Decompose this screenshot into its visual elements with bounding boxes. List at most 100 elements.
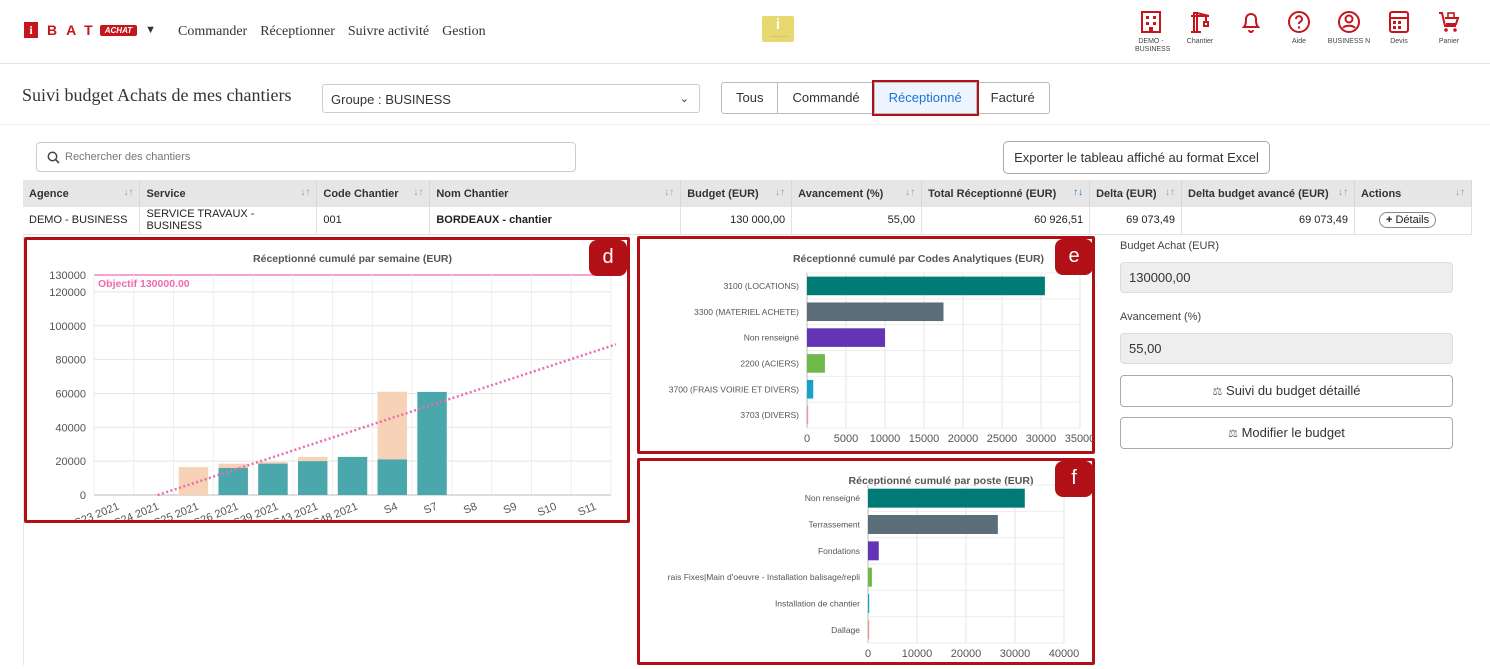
bar — [868, 515, 998, 534]
objective-label: Objectif 130000.00 — [98, 278, 190, 290]
y-tick-label: 2200 (ACIERS) — [740, 358, 799, 368]
chevron-down-icon[interactable]: ▼ — [145, 24, 157, 36]
app-logo[interactable]: i BAT ACHAT ▼ — [24, 22, 156, 38]
sort-icon[interactable]: ↓↑ — [1337, 187, 1348, 198]
group-select-value: Groupe : BUSINESS — [331, 92, 451, 107]
chart-title: Réceptionné cumulé par Codes Analytiques… — [793, 253, 1044, 265]
table-header-row: Agence ↓↑ Service ↓↑ Code Chantier ↓↑ Nom C… — [23, 180, 1473, 207]
cell-avancement: 55,00 — [791, 207, 923, 235]
x-tick-label: 20000 — [951, 648, 982, 660]
user-icon-label: BUSINESS N — [1327, 38, 1371, 45]
col-total[interactable]: Total Réceptionné (EUR) ↑↓ — [921, 180, 1091, 207]
nav-commander[interactable]: Commander — [178, 24, 248, 39]
bar — [298, 461, 328, 495]
annotation-badge-e: e — [1055, 239, 1093, 275]
bar — [807, 328, 885, 347]
crane-icon-label: Chantier — [1186, 38, 1214, 45]
bell-icon-button[interactable] — [1238, 10, 1264, 34]
bar — [417, 391, 447, 495]
modify-budget-button[interactable]: ⚖ Modifier le budget — [1120, 417, 1453, 449]
crane-icon-button[interactable]: Chantier — [1184, 10, 1216, 46]
table-row[interactable]: DEMO - BUSINESS SERVICE TRAVAUX - BUSINE… — [23, 207, 1473, 235]
cell-actions: + Détails — [1354, 207, 1473, 235]
col-delta-avance[interactable]: Delta budget avancé (EUR) ↓↑ — [1181, 180, 1355, 207]
detailed-budget-button[interactable]: ⚖ Suivi du budget détaillé — [1120, 375, 1453, 407]
sort-icon[interactable]: ↓↑ — [1455, 187, 1465, 198]
main-nav: Commander Réceptionner Suivre activité G… — [178, 24, 486, 40]
col-delta-label: Delta (EUR) — [1096, 187, 1157, 200]
cart-icon-label: Panier — [1438, 38, 1460, 45]
calculator-icon-button[interactable]: Devis — [1384, 10, 1414, 46]
search-input[interactable]: Rechercher des chantiers — [36, 142, 576, 172]
sort-icon[interactable]: ↓↑ — [775, 187, 786, 198]
y-tick-label: Fondations — [818, 546, 860, 556]
col-delta-avance-label: Delta budget avancé (EUR) — [1188, 187, 1329, 200]
col-delta[interactable]: Delta (EUR) ↓↑ — [1089, 180, 1183, 207]
x-tick-label: 20000 — [948, 433, 979, 445]
col-code[interactable]: Code Chantier ↓↑ — [316, 180, 431, 207]
col-agence[interactable]: Agence ↓↑ — [23, 180, 141, 207]
nav-receptionner[interactable]: Réceptionner — [260, 24, 335, 39]
col-avancement-label: Avancement (%) — [798, 187, 884, 200]
budget-details-panel: Budget Achat (EUR) 130000,00 Avancement … — [1120, 240, 1453, 449]
sort-icon[interactable]: ↓↑ — [300, 187, 311, 198]
y-tick-label: 120000 — [49, 287, 86, 299]
col-nom[interactable]: Nom Chantier ↓↑ — [429, 180, 682, 207]
sort-icon[interactable]: ↓↑ — [1165, 187, 1176, 198]
top-navigation-bar: i BAT ACHAT ▼ Commander Réceptionner Sui… — [0, 0, 1490, 64]
y-tick-label: 3703 (DIVERS) — [740, 410, 799, 420]
nav-gestion[interactable]: Gestion — [442, 24, 486, 39]
tab-tous[interactable]: Tous — [721, 82, 779, 114]
modify-budget-label: Modifier le budget — [1241, 425, 1345, 440]
bar — [807, 276, 1045, 296]
help-icon — [1288, 11, 1310, 33]
y-tick-label: 3700 (FRAIS VOIRIE ET DIVERS) — [669, 384, 799, 394]
cart-icon-button[interactable]: Panier — [1434, 10, 1464, 46]
bar — [807, 405, 809, 425]
nav-suivre-activite[interactable]: Suivre activité — [347, 24, 430, 39]
calculator-icon-label: Devis — [1390, 38, 1408, 45]
cell-agence: DEMO - BUSINESS — [23, 207, 141, 235]
col-avancement[interactable]: Avancement (%) ↓↑ — [791, 180, 923, 207]
chart-title: Réceptionné cumulé par poste (EUR) — [849, 475, 1034, 487]
export-excel-button[interactable]: Exporter le tableau affiché au format Ex… — [1003, 141, 1270, 174]
details-button[interactable]: + Détails — [1378, 212, 1437, 229]
building-icon-button[interactable]: DEMO - BUSINESS — [1135, 10, 1170, 54]
tab-commande[interactable]: Commandé — [777, 82, 875, 114]
col-service-label: Service — [146, 187, 186, 200]
annotation-badge-f: f — [1055, 461, 1093, 497]
user-icon — [1338, 11, 1360, 33]
col-actions[interactable]: Actions ↓↑ — [1354, 180, 1473, 207]
col-service[interactable]: Service ↓↑ — [139, 180, 318, 207]
chart-codes-panel: Réceptionné cumulé par Codes Analytiques… — [638, 237, 1095, 453]
user-icon-button[interactable]: BUSINESS N — [1324, 10, 1374, 46]
x-tick-label: S7 — [422, 501, 439, 517]
sort-icon[interactable]: ↓↑ — [905, 187, 916, 198]
sort-icon[interactable]: ↓↑ — [664, 187, 675, 198]
y-tick-label: 100000 — [49, 321, 86, 333]
cell-service: SERVICE TRAVAUX - BUSINESS — [139, 207, 318, 235]
tab-receptionne[interactable]: Réceptionné — [871, 80, 979, 116]
bar — [377, 459, 407, 495]
col-budget[interactable]: Budget (EUR) ↓↑ — [680, 180, 793, 207]
bar — [807, 354, 825, 373]
sort-icon[interactable]: ↓↑ — [123, 187, 134, 198]
cell-nom: BORDEAUX - chantier — [429, 207, 682, 235]
bar — [337, 456, 368, 495]
bar — [868, 488, 1025, 508]
sort-active-icon[interactable]: ↑↓ — [1073, 187, 1084, 198]
bar — [178, 467, 209, 495]
sort-icon[interactable]: ↓↑ — [413, 187, 424, 198]
help-icon-button[interactable]: Aide — [1285, 10, 1313, 46]
x-tick-label: 10000 — [870, 433, 901, 445]
help-icon-label: Aide — [1291, 38, 1306, 45]
highlight-box-d — [24, 237, 630, 523]
x-tick-label: 0 — [804, 433, 810, 445]
tab-facture[interactable]: Facturé — [975, 82, 1050, 114]
bar — [258, 463, 288, 495]
group-select[interactable]: Groupe : BUSINESS ⌄ — [322, 84, 700, 113]
cart-icon — [1439, 12, 1460, 32]
x-tick-label: 10000 — [902, 648, 933, 660]
status-tabs: Tous Commandé Réceptionné Facturé — [721, 80, 1050, 116]
cell-total: 60 926,51 — [921, 207, 1091, 235]
